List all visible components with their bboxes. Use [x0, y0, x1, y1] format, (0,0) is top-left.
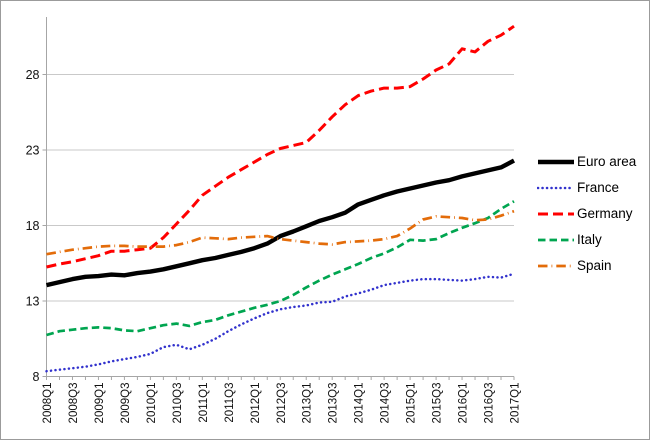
series-line-germany — [46, 24, 515, 269]
legend-label-germany: Germany — [577, 206, 633, 221]
legend-item-france: France — [537, 180, 636, 195]
x-tick-label: 2010Q1 — [146, 383, 158, 424]
axes — [46, 17, 514, 377]
series-line-spain — [46, 209, 515, 256]
x-tick-label: 2010Q3 — [172, 383, 184, 424]
series-line-italy — [46, 200, 515, 337]
legend-label-spain: Spain — [577, 258, 612, 273]
gridlines — [46, 74, 514, 302]
legend-swatch-germany — [538, 212, 574, 215]
x-tick-label: 2016Q1 — [458, 383, 470, 424]
x-tick-label: 2013Q1 — [302, 383, 314, 424]
y-tick-labels: 8 13 18 23 28 — [26, 68, 47, 384]
y-tick-label: 28 — [26, 68, 40, 82]
legend-item-italy: Italy — [537, 232, 636, 247]
x-tick-label: 2016Q3 — [484, 383, 496, 424]
x-tick-label: 2009Q1 — [94, 383, 106, 424]
series-line-euro-area — [46, 158, 516, 288]
series-line-france — [45, 272, 516, 373]
legend-label-euro-area: Euro area — [577, 154, 637, 169]
x-tick-label: 2008Q3 — [68, 383, 80, 424]
x-tick-label: 2012Q1 — [250, 383, 262, 424]
x-tick-label: 2015Q3 — [432, 383, 444, 424]
x-tick-label: 2012Q3 — [276, 383, 288, 424]
x-tick-label: 2011Q3 — [224, 383, 236, 423]
legend-label-italy: Italy — [577, 232, 602, 247]
y-tick-label: 18 — [26, 219, 40, 233]
x-tick-label: 2011Q1 — [198, 383, 210, 423]
x-tick-label: 2009Q3 — [120, 383, 132, 424]
legend-swatch-euro-area — [538, 159, 574, 164]
x-ticks — [46, 376, 515, 380]
y-tick-label: 8 — [33, 370, 40, 384]
x-tick-label: 2008Q1 — [42, 383, 54, 424]
legend-item-germany: Germany — [537, 206, 636, 221]
legend-item-spain: Spain — [537, 258, 636, 273]
legend-item-euro-area: Euro area — [537, 154, 636, 169]
legend-swatch-france — [537, 186, 575, 189]
legend-label-france: France — [577, 180, 620, 195]
y-tick-label: 23 — [26, 144, 40, 158]
legend: Euro area France Germany Italy Spain — [537, 154, 636, 284]
x-tick-label: 2014Q3 — [380, 383, 392, 424]
x-tick-label: 2013Q3 — [328, 383, 340, 424]
x-tick-label: 2017Q1 — [510, 383, 522, 424]
legend-swatch-spain — [538, 264, 574, 267]
legend-swatch-italy — [538, 238, 574, 241]
y-tick-label: 13 — [26, 295, 40, 309]
x-tick-labels: 2008Q1 2008Q3 2009Q1 2009Q3 2010Q1 2010Q3 2011… — [42, 383, 522, 424]
x-tick-label: 2015Q1 — [406, 383, 418, 424]
x-tick-label: 2014Q1 — [354, 383, 366, 424]
